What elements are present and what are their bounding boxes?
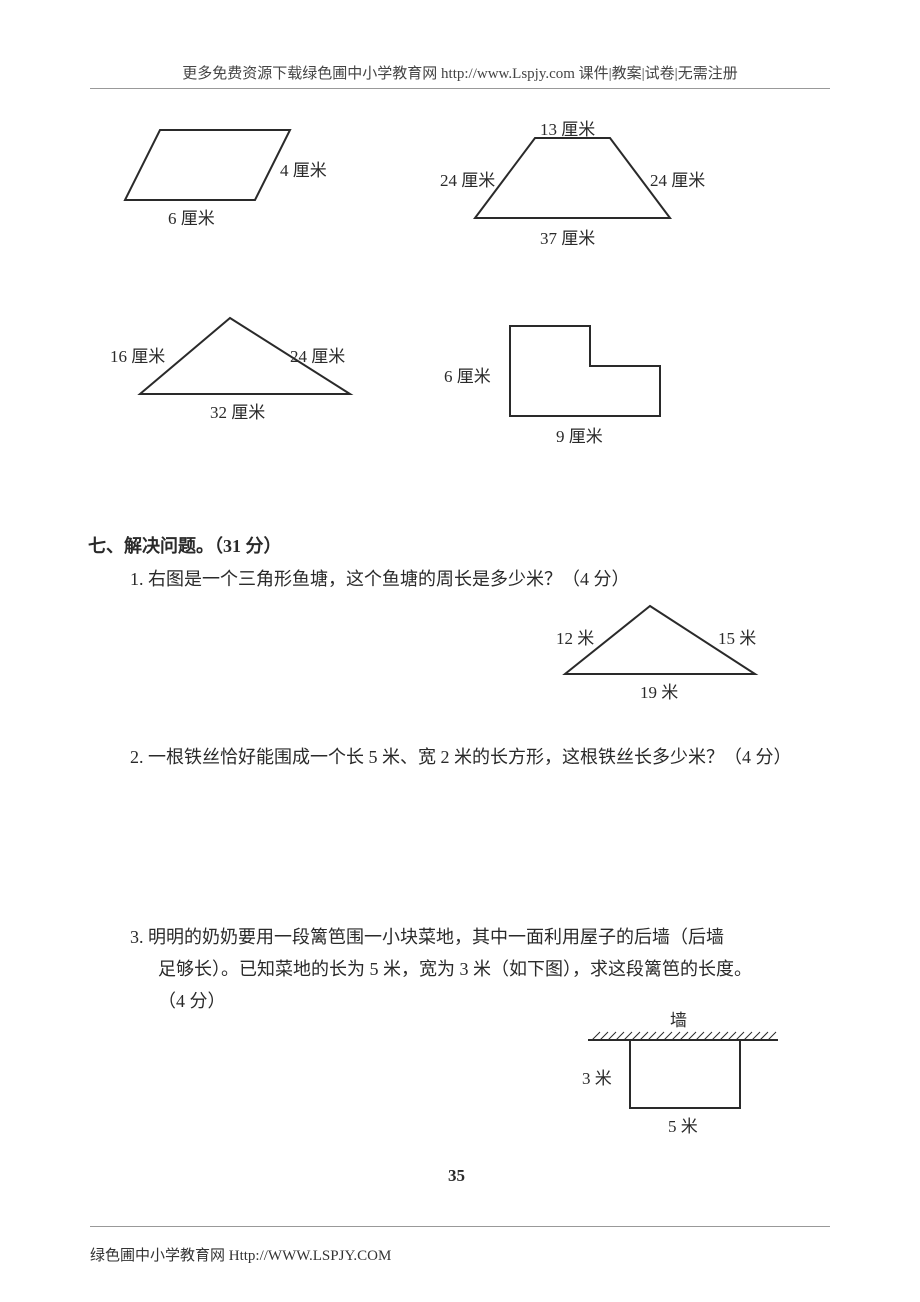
header-rule [90,88,830,89]
triangle-bottom-label: 32 厘米 [210,398,265,423]
q3-figure: 墙 3 米 5 米 [570,1014,810,1149]
shape-triangle: 16 厘米 24 厘米 32 厘米 [110,306,390,431]
shape-lshape: 6 厘米 9 厘米 [460,316,700,451]
lshape-left-label: 6 厘米 [444,362,491,387]
trapezoid-bottom-label: 37 厘米 [540,224,595,249]
q3-wall-label: 墙 [670,1006,687,1031]
q1-tri-bottom: 19 米 [640,678,678,703]
trapezoid-top-label: 13 厘米 [540,115,595,140]
shape-parallelogram: 4 厘米 6 厘米 [120,120,320,235]
q3-line1: 3. 明明的奶奶要用一段篱笆围一小块菜地，其中一面利用屋子的后墙（后墙 [130,920,830,954]
trapezoid-left-label: 24 厘米 [440,166,495,191]
q1-text: 1. 右图是一个三角形鱼塘，这个鱼塘的周长是多少米？（4 分） [130,562,810,596]
trapezoid-right-label: 24 厘米 [650,166,705,191]
q1-tri-left: 12 米 [556,624,594,649]
q1-tri-right: 15 米 [718,624,756,649]
lshape-bottom-label: 9 厘米 [556,422,603,447]
q3-line2: 足够长）。已知菜地的长为 5 米，宽为 3 米（如下图），求这段篱笆的长度。 [158,952,858,986]
page-header: 更多免费资源下载绿色圃中小学教育网 http://www.Lspjy.com 课… [0,62,920,83]
q1-triangle: 12 米 15 米 19 米 [540,594,800,709]
shape-trapezoid: 13 厘米 24 厘米 24 厘米 37 厘米 [440,118,720,263]
section-7-title: 七、解决问题。（31 分） [88,532,282,558]
footer-rule [90,1226,830,1227]
triangle-left-label: 16 厘米 [110,342,165,367]
triangle-right-label: 24 厘米 [290,342,345,367]
parallelogram-right-label: 4 厘米 [280,156,327,181]
q3-width-label: 3 米 [582,1064,612,1089]
parallelogram-bottom-label: 6 厘米 [168,204,215,229]
q2-text: 2. 一根铁丝恰好能围成一个长 5 米、宽 2 米的长方形，这根铁丝长多少米？（… [130,740,810,774]
q3-length-label: 5 米 [668,1112,698,1137]
page-footer: 绿色圃中小学教育网 Http://WWW.LSPJY.COM [90,1244,391,1265]
page-number: 35 [448,1166,465,1186]
